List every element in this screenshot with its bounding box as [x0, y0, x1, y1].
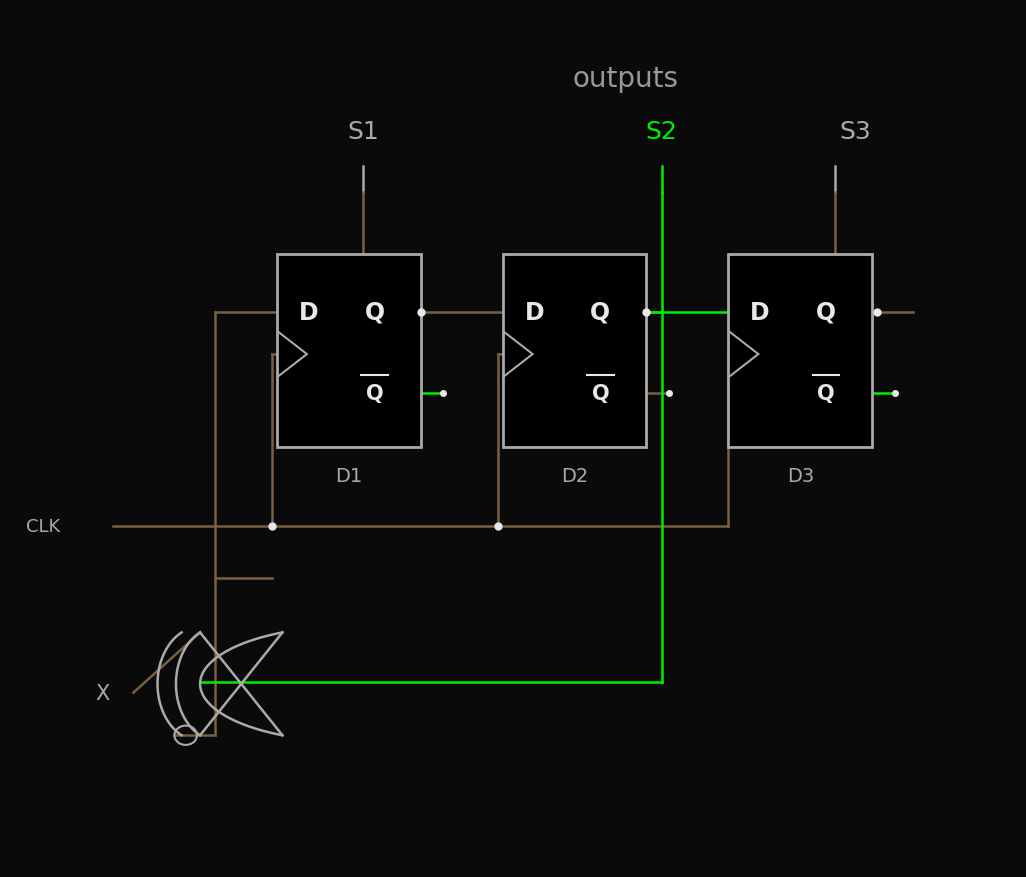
- Bar: [277, 254, 421, 447]
- Text: D: D: [299, 300, 318, 324]
- Text: Q: Q: [592, 383, 609, 403]
- Text: D3: D3: [787, 467, 814, 486]
- Text: D: D: [524, 300, 544, 324]
- Text: CLK: CLK: [26, 517, 60, 535]
- Text: S3: S3: [840, 119, 871, 144]
- Text: X: X: [95, 683, 110, 702]
- Text: outputs: outputs: [573, 65, 679, 93]
- Text: D: D: [750, 300, 770, 324]
- Bar: [728, 254, 872, 447]
- Text: D1: D1: [336, 467, 362, 486]
- Text: S1: S1: [348, 119, 379, 144]
- Text: Q: Q: [816, 300, 836, 324]
- Bar: [503, 254, 646, 447]
- Text: Q: Q: [818, 383, 835, 403]
- Text: Q: Q: [364, 300, 385, 324]
- Text: S2: S2: [645, 119, 678, 144]
- Text: D2: D2: [561, 467, 588, 486]
- Text: Q: Q: [366, 383, 384, 403]
- Text: Q: Q: [590, 300, 610, 324]
